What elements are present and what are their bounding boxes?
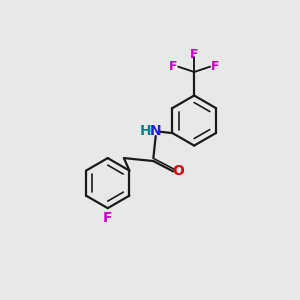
Text: F: F xyxy=(211,60,220,73)
Text: O: O xyxy=(172,164,184,178)
Text: N: N xyxy=(150,124,161,138)
Text: F: F xyxy=(169,60,177,73)
Text: H: H xyxy=(139,124,151,138)
Text: F: F xyxy=(190,48,198,61)
Text: F: F xyxy=(103,212,112,226)
